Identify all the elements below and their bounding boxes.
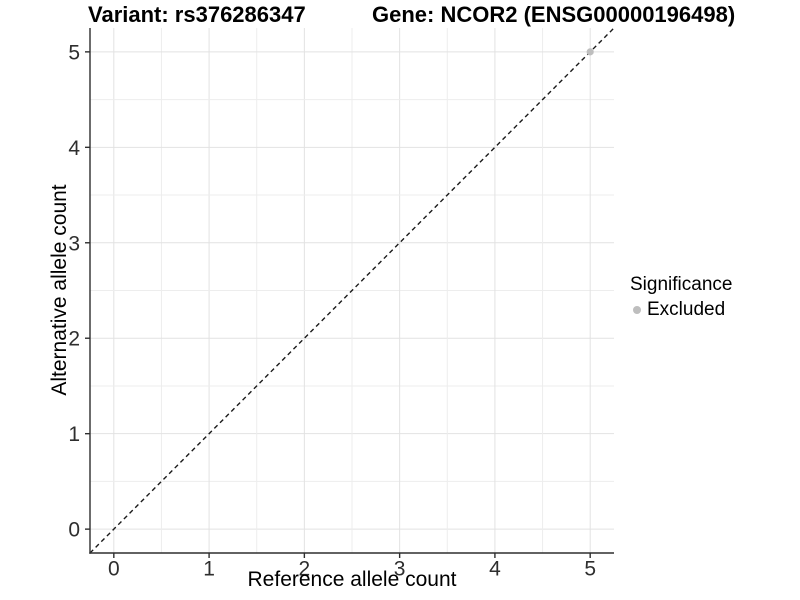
- y-tick-label: 5: [68, 41, 80, 64]
- y-axis-title: Alternative allele count: [48, 184, 71, 396]
- gene-title: Gene: NCOR2 (ENSG00000196498): [372, 2, 736, 27]
- y-tick-label: 3: [68, 232, 80, 255]
- excluded-point-icon: [633, 306, 641, 314]
- identity-dashed-line: [89, 27, 615, 554]
- x-tick-label: 2: [299, 558, 311, 581]
- y-tick-label: 4: [68, 137, 80, 160]
- y-tick-label: 2: [68, 328, 80, 351]
- data-point-excluded: [586, 48, 594, 56]
- y-tick-label: 0: [68, 519, 80, 542]
- x-tick-label: 0: [108, 558, 120, 581]
- legend-title: Significance: [630, 274, 733, 295]
- variant-title: Variant: rs376286347: [88, 2, 306, 27]
- legend: Significance Excluded: [630, 274, 732, 321]
- legend-item-label: Excluded: [647, 299, 726, 320]
- x-tick-label: 1: [203, 558, 215, 581]
- x-tick-label: 3: [394, 558, 406, 581]
- x-axis-title: Reference allele count: [247, 568, 457, 591]
- x-tick-label: 5: [584, 558, 596, 581]
- legend-item-excluded: Excluded: [630, 299, 732, 321]
- x-tick-label: 4: [489, 558, 501, 581]
- y-tick-label: 1: [68, 423, 80, 446]
